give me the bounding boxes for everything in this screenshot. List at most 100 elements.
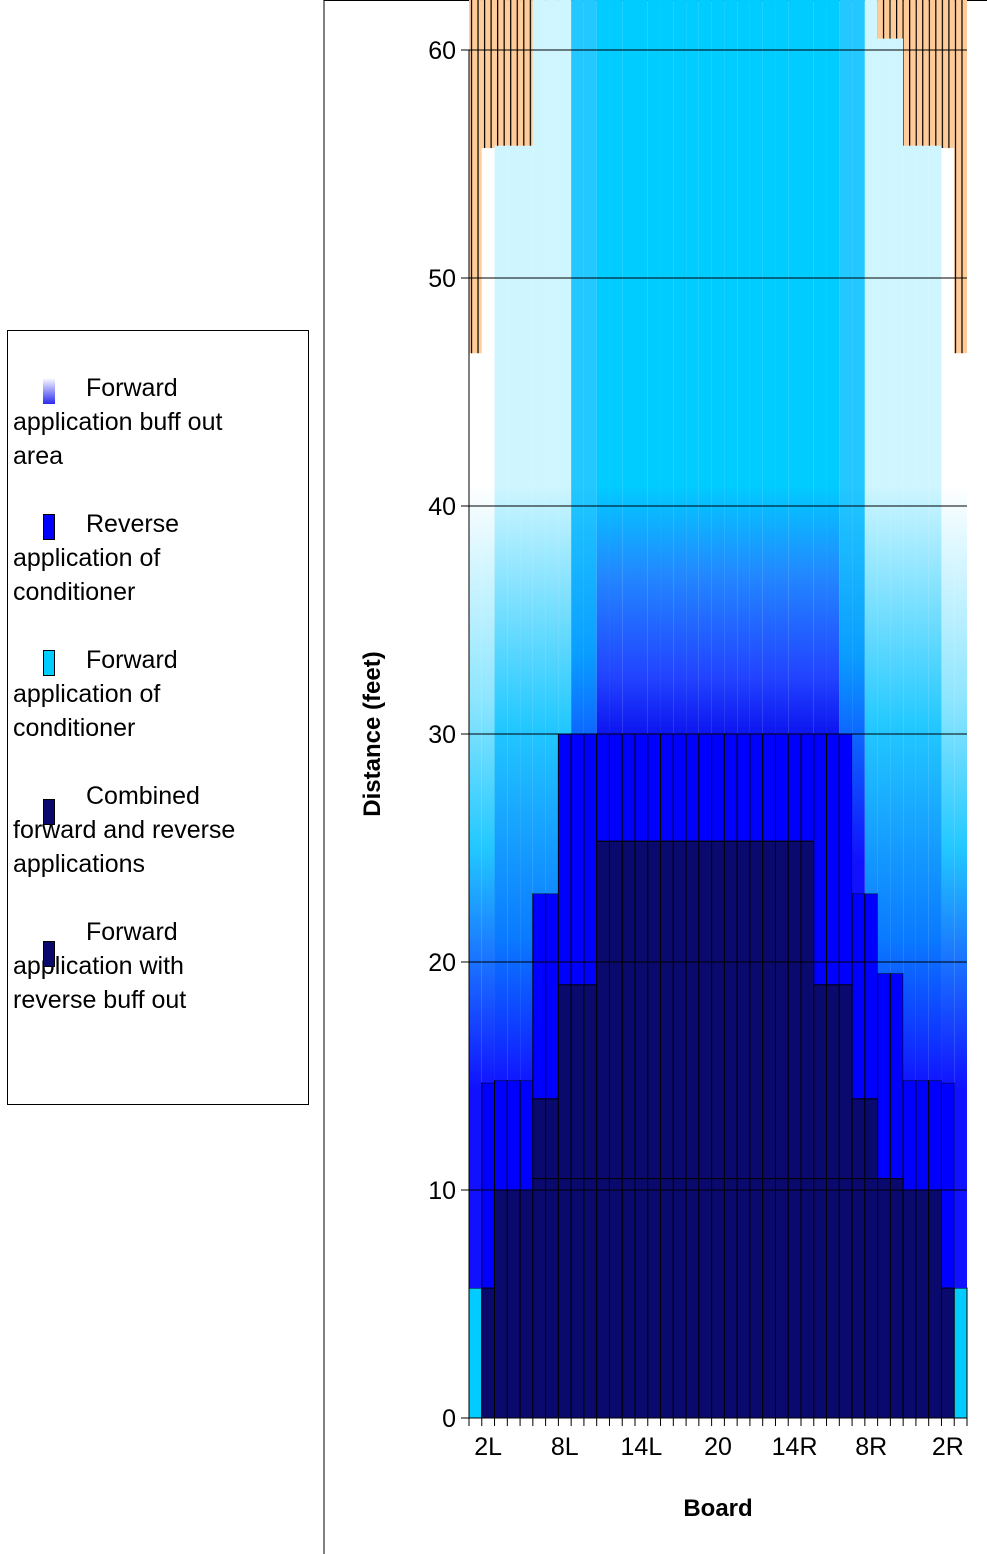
bar-remaining (903, 0, 916, 146)
bar-buff-out-area (775, 0, 789, 734)
legend-swatch-reverse-buff-out (43, 941, 55, 967)
bar-buff-out-area (852, 0, 865, 894)
legend-swatch-reverse (43, 514, 55, 540)
bar-remaining (481, 0, 495, 149)
bar-forward-reverse-buff-out (864, 1178, 879, 1419)
y-tick-label: 0 (442, 1405, 456, 1433)
bar-combined (813, 984, 828, 1180)
bar-remaining (494, 0, 508, 146)
bar-buff-out-area (609, 0, 623, 734)
bar-forward-reverse-buff-out (940, 1287, 955, 1419)
bar-forward-reverse-buff-out (557, 1178, 572, 1419)
bar-forward-reverse-buff-out (838, 1178, 853, 1419)
bar-combined (774, 840, 789, 1180)
bar-reverse-conditioner (557, 733, 572, 986)
bar-reverse-conditioner (621, 733, 636, 842)
bar-buff-out-area (545, 0, 559, 894)
bar-reverse-conditioner (928, 1080, 942, 1191)
legend-item-reverse: Reverse application of conditioner (13, 507, 303, 609)
bar-buff-out-area (915, 145, 929, 1081)
legend-label: Forward application buff out area (13, 374, 223, 470)
bar-forward-reverse-buff-out (877, 1178, 891, 1419)
bar-combined (838, 984, 853, 1180)
bar-forward-reverse-buff-out (545, 1178, 559, 1419)
legend-item-buff-out: Forward application buff out area (13, 371, 303, 473)
y-tick-label: 20 (428, 949, 456, 977)
bar-combined (749, 840, 764, 1180)
bar-combined (583, 984, 598, 1180)
bar-buff-out-area (660, 0, 674, 734)
legend-label: Combined forward and reverse application… (13, 782, 236, 878)
y-axis: 0 10 20 30 40 50 60 (428, 37, 470, 1433)
bar-reverse-conditioner (685, 733, 700, 842)
bar-forward-conditioner (468, 1287, 483, 1419)
bar-combined (800, 840, 815, 1180)
y-tick-label: 10 (428, 1177, 456, 1205)
bar-combined (851, 1098, 866, 1180)
x-tick-label: 2L (474, 1433, 502, 1461)
bar-combined (608, 840, 623, 1180)
bar-buff-out-area (928, 145, 942, 1081)
bar-combined (647, 840, 662, 1180)
bar-reverse-conditioner (762, 733, 776, 842)
bar-buff-out-area (647, 0, 661, 734)
y-axis-title: Distance (feet) (359, 651, 386, 816)
bar-combined (672, 840, 687, 1180)
bar-forward-reverse-buff-out (660, 1178, 674, 1419)
bar-reverse-conditioner (838, 733, 853, 986)
bar-forward-reverse-buff-out (608, 1178, 623, 1419)
bar-remaining (507, 0, 521, 146)
bar-buff-out-area (469, 353, 482, 1289)
bar-buff-out-area (558, 0, 572, 734)
bar-forward-reverse-buff-out (570, 1178, 585, 1419)
bar-reverse-conditioner (902, 1080, 917, 1191)
bar-remaining (520, 0, 533, 146)
bar-reverse-conditioner (532, 893, 547, 1100)
bar-buff-out-area (481, 148, 495, 1083)
bar-forward-reverse-buff-out (800, 1178, 815, 1419)
bar-buff-out-area (954, 353, 967, 1289)
legend-item-forward: Forward application of conditioner (13, 643, 303, 745)
bar-reverse-conditioner (711, 733, 725, 842)
bar-buff-out-area (622, 0, 635, 734)
bar-reverse-conditioner (851, 893, 866, 1100)
bar-remaining (954, 0, 967, 354)
bar-forward-reverse-buff-out (672, 1178, 687, 1419)
bar-combined (826, 984, 840, 1180)
bar-combined (762, 840, 776, 1180)
bar-buff-out-area (583, 0, 597, 734)
legend-label: Forward application of conditioner (13, 646, 178, 742)
bar-reverse-conditioner (877, 972, 891, 1180)
bar-forward-reverse-buff-out (774, 1178, 789, 1419)
bar-reverse-conditioner (940, 1082, 955, 1289)
bar-combined (545, 1098, 559, 1180)
bar-forward-reverse-buff-out (889, 1178, 904, 1419)
bar-buff-out-area (788, 0, 801, 734)
bar-reverse-conditioner (723, 733, 738, 842)
bar-reverse-conditioner (864, 893, 879, 1100)
bar-forward-reverse-buff-out (711, 1178, 725, 1419)
bar-buff-out-area (507, 145, 521, 1081)
legend-swatch-forward (43, 650, 55, 676)
bar-forward-reverse-buff-out (762, 1178, 776, 1419)
x-axis: 2L 8L 14L 20 14R 8R 2R (468, 1417, 968, 1461)
x-tick-label: 20 (704, 1433, 732, 1461)
y-tick-label: 40 (428, 493, 456, 521)
y-tick-label: 60 (428, 37, 456, 65)
bar-forward-reverse-buff-out (928, 1189, 942, 1419)
bar-buff-out-area (532, 0, 546, 894)
bar-combined (634, 840, 649, 1180)
bar-forward-reverse-buff-out (787, 1178, 802, 1419)
bar-combined (660, 840, 674, 1180)
x-tick-label: 14R (772, 1433, 818, 1461)
bar-reverse-conditioner (813, 733, 828, 986)
bar-forward-reverse-buff-out (813, 1178, 828, 1419)
bar-forward-reverse-buff-out (532, 1178, 547, 1419)
bar-remaining (941, 0, 955, 149)
bar-forward-reverse-buff-out (621, 1178, 636, 1419)
bar-forward-reverse-buff-out (506, 1189, 521, 1419)
bar-remaining (890, 0, 904, 39)
bar-forward-reverse-buff-out (723, 1178, 738, 1419)
bar-combined (787, 840, 802, 1180)
bar-remaining (928, 0, 942, 146)
